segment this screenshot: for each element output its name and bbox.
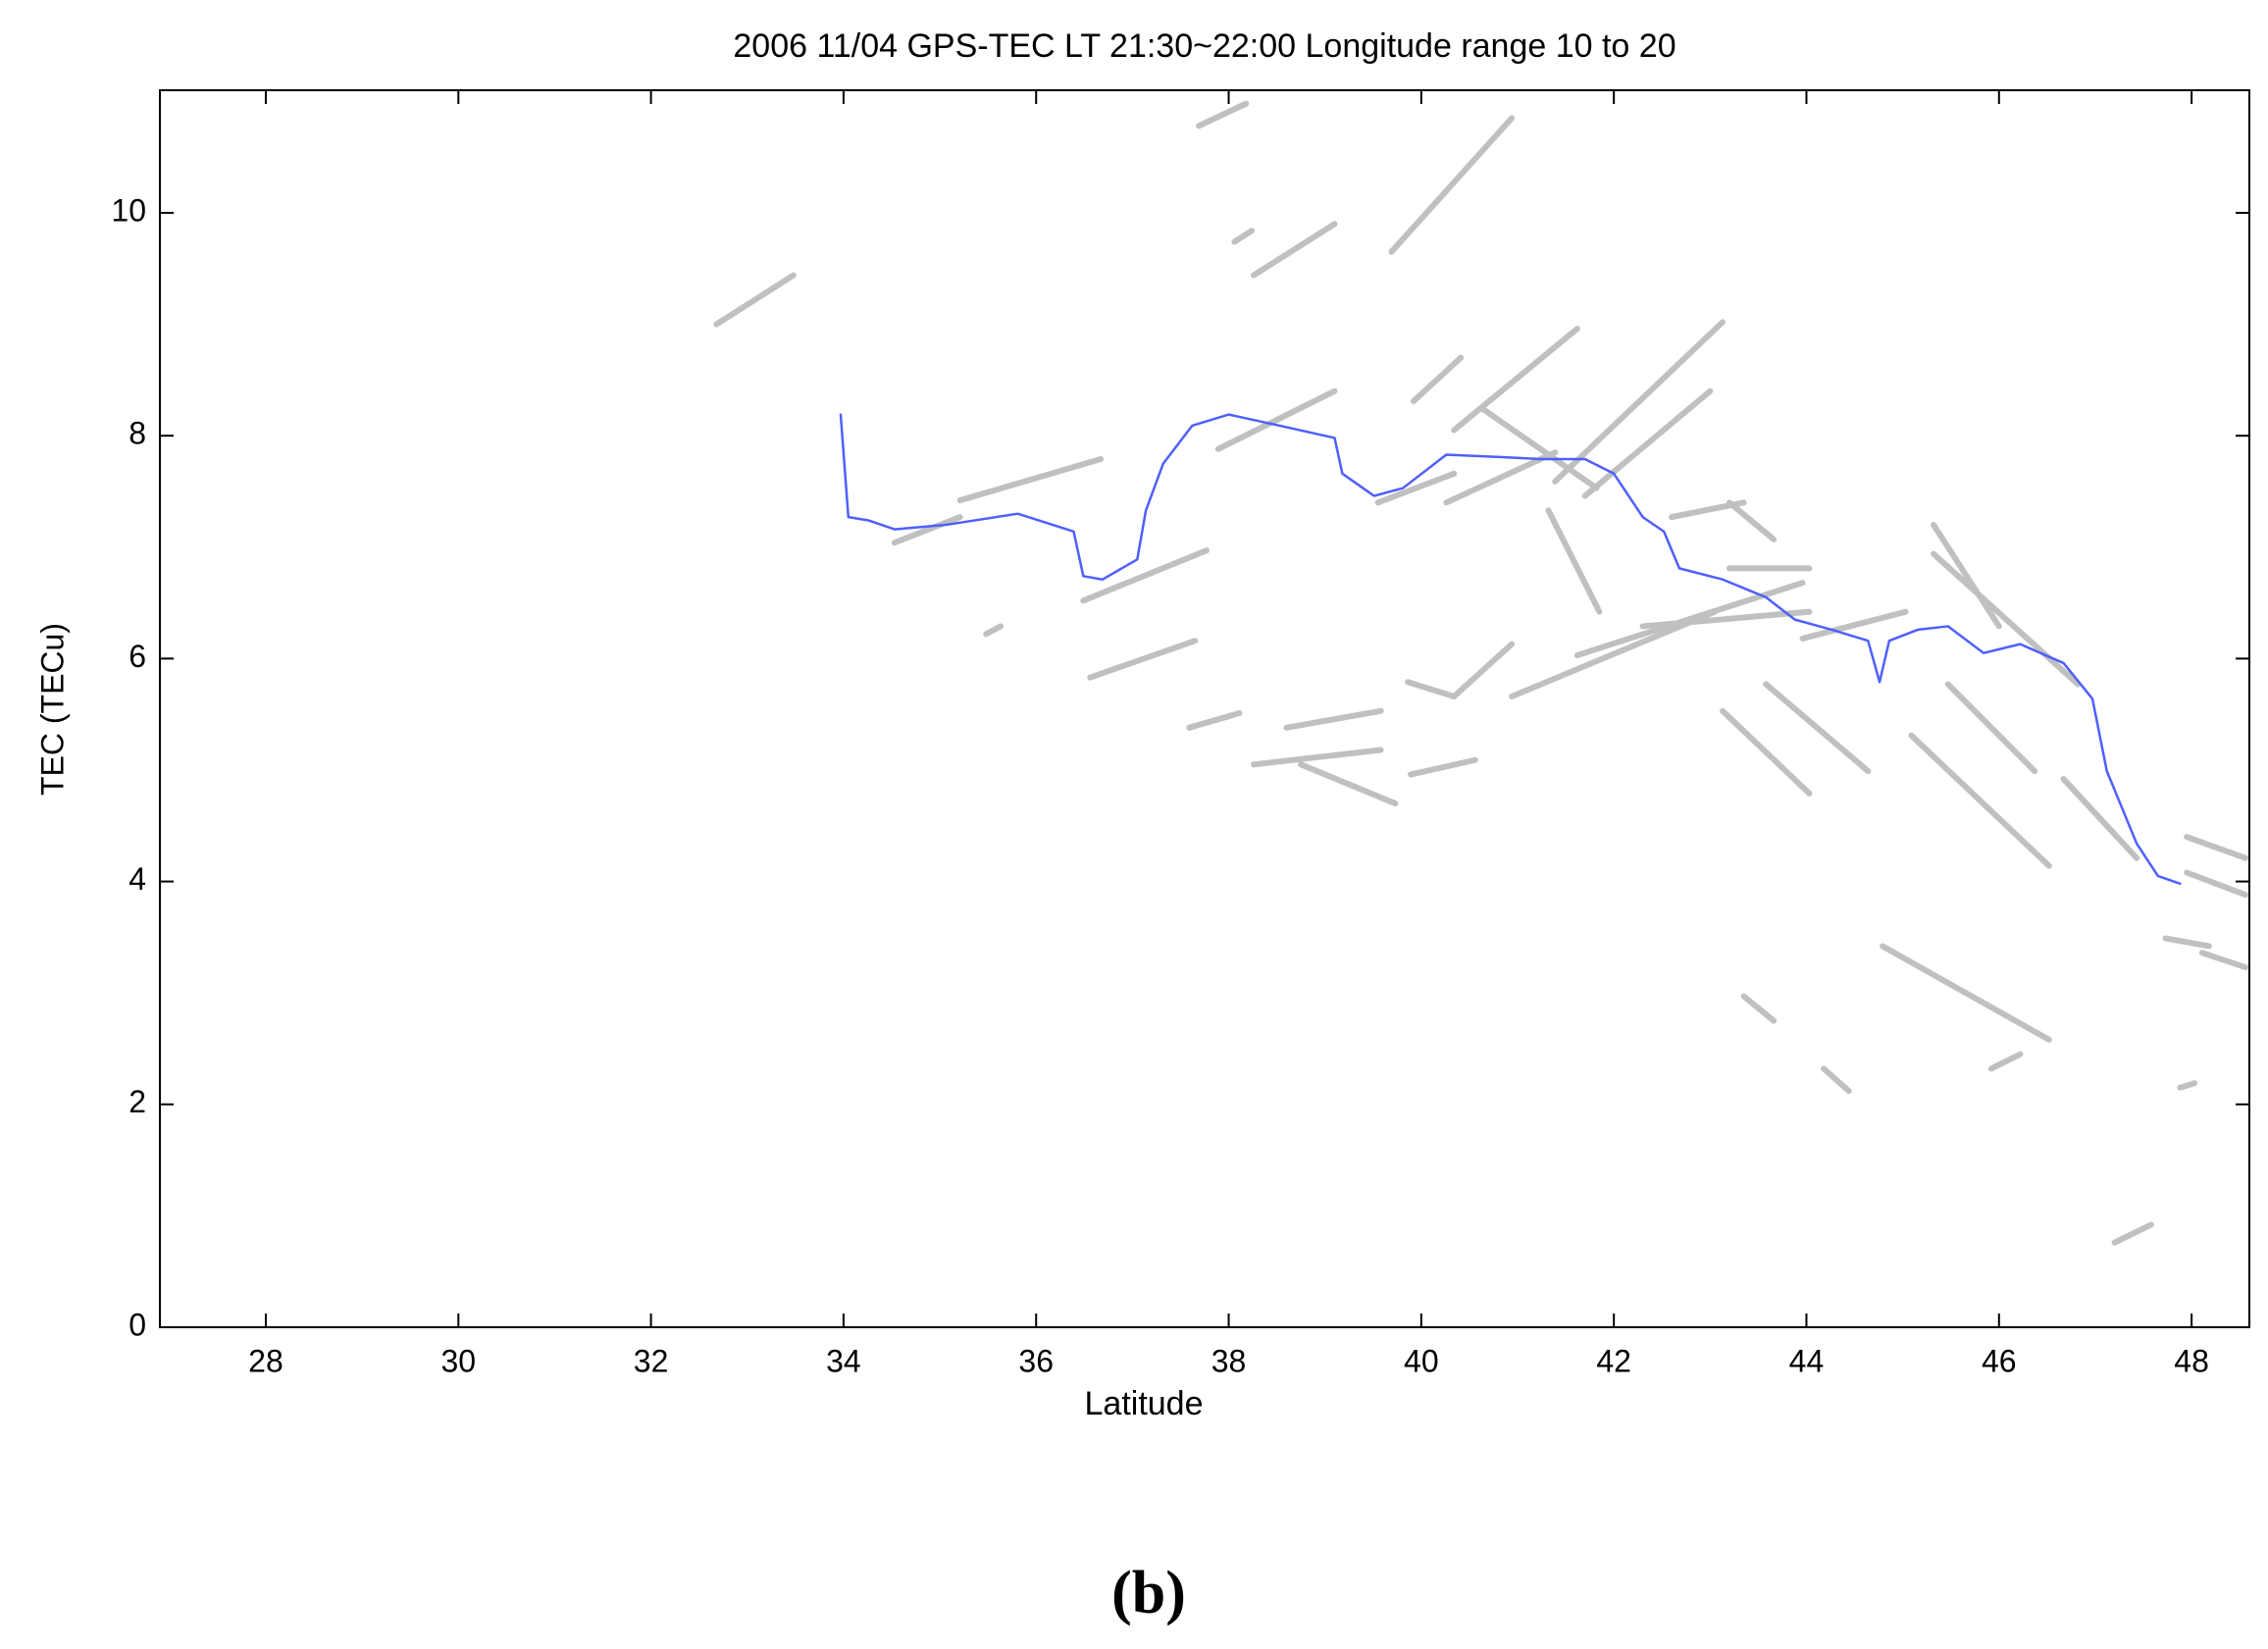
tec-track	[2198, 950, 2249, 971]
x-tick-label: 30	[440, 1343, 476, 1378]
tec-track	[1581, 387, 1714, 499]
tec-track	[1374, 470, 1458, 506]
x-tick-label: 44	[1789, 1343, 1825, 1378]
tec-track	[1908, 732, 2052, 869]
tec-track	[2111, 1221, 2154, 1246]
tec-track	[983, 623, 1004, 638]
tec-track	[1573, 580, 1806, 658]
y-tick-label: 8	[129, 416, 146, 451]
x-tick-label: 40	[1404, 1343, 1439, 1378]
tec-track	[1509, 608, 1719, 700]
tec-track	[1411, 354, 1465, 404]
figure-caption: (b)	[1111, 1560, 1186, 1626]
y-tick-label: 4	[129, 861, 146, 897]
tec-track	[1821, 1065, 1852, 1095]
tec-track	[1545, 507, 1603, 615]
tec-track	[1214, 387, 1338, 452]
tec-track	[1944, 681, 2038, 775]
x-tick-label: 38	[1211, 1343, 1247, 1378]
tec-track	[1251, 747, 1384, 768]
x-tick-label: 42	[1596, 1343, 1631, 1378]
tec-track	[1799, 608, 1909, 642]
tec-mean-line	[839, 413, 2182, 886]
tec-track	[1931, 522, 2002, 630]
tec-track	[1283, 707, 1384, 731]
tec-track	[1880, 943, 2052, 1043]
x-tick-label: 36	[1018, 1343, 1054, 1378]
tec-track	[2060, 776, 2140, 861]
x-tick-label: 34	[826, 1343, 861, 1378]
tec-track	[2162, 935, 2212, 950]
tec-track	[956, 456, 1104, 504]
tec-track	[1479, 405, 1600, 491]
tec-track	[1931, 550, 2082, 688]
tec-track	[1405, 641, 1516, 700]
chart-title: 2006 11/04 GPS-TEC LT 21:30~22:00 Longit…	[733, 27, 1675, 65]
tec-track	[1763, 681, 1872, 775]
y-tick-label: 10	[111, 192, 146, 228]
tec-track	[1196, 100, 1250, 129]
tec-track	[2184, 834, 2249, 861]
tec-track	[1740, 993, 1778, 1024]
tec-track	[891, 514, 963, 546]
x-axis-label: Latitude	[1085, 1385, 1204, 1422]
tec-track	[1388, 115, 1516, 255]
x-tick-label: 48	[2174, 1343, 2209, 1378]
y-tick-label: 6	[129, 639, 146, 674]
tec-track	[1408, 756, 1478, 778]
tec-track	[1443, 449, 1559, 506]
tec-track	[1639, 608, 1813, 630]
tec-track	[1186, 710, 1243, 731]
tec-track	[1231, 228, 1256, 245]
x-tick-label: 28	[248, 1343, 284, 1378]
tec-track	[1726, 499, 1778, 542]
tec-track	[1451, 326, 1580, 434]
tec-track	[1298, 761, 1399, 807]
y-tick-label: 2	[129, 1084, 146, 1119]
tec-track	[2184, 869, 2249, 899]
tec-track	[1987, 1051, 2024, 1072]
tec-track	[1720, 707, 1813, 797]
x-tick-label: 46	[1982, 1343, 2017, 1378]
x-tick-label: 32	[634, 1343, 669, 1378]
y-axis-label: TEC (TECu)	[34, 623, 70, 796]
tec-track	[713, 272, 797, 328]
tec-track	[2177, 1080, 2198, 1091]
y-tick-label: 0	[129, 1307, 146, 1342]
tec-track	[1251, 221, 1338, 279]
plot-frame	[159, 89, 2250, 1328]
tec-track	[1087, 638, 1199, 681]
tec-track	[1552, 319, 1727, 485]
tec-track	[1080, 547, 1210, 604]
